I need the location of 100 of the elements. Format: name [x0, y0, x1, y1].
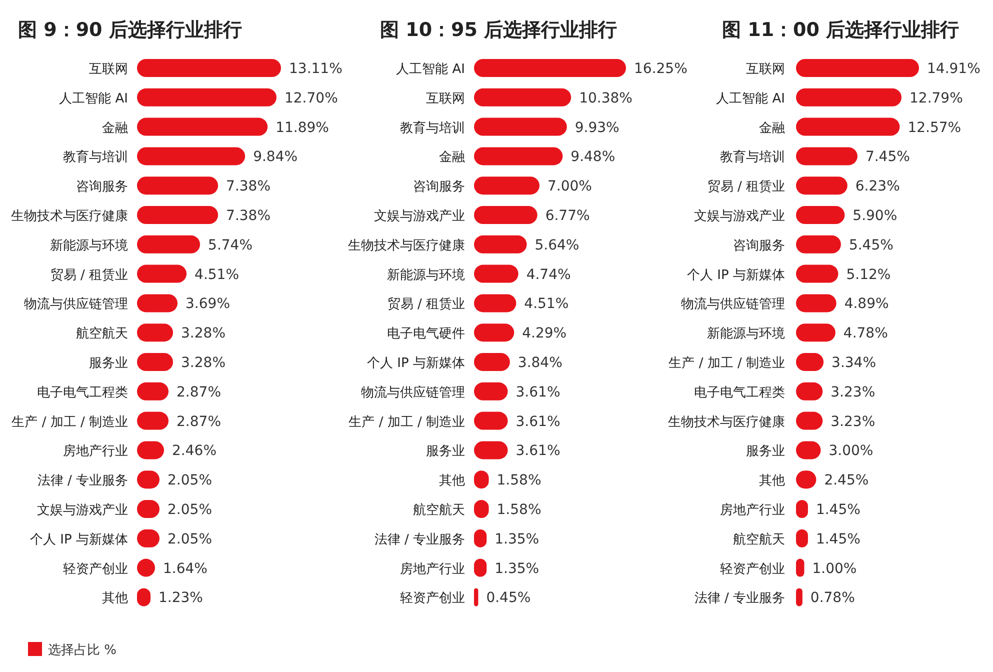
data-label: 3.61% [516, 414, 560, 430]
bar [474, 294, 516, 312]
chart-title: 图 10：95 后选择行业排行 [380, 19, 618, 41]
y-tick-label: 文娱与游戏产业 [374, 209, 465, 224]
data-label: 4.78% [843, 326, 888, 342]
y-tick-label: 其他 [439, 474, 465, 489]
data-label: 7.00% [547, 178, 592, 195]
bar [796, 176, 848, 195]
data-label: 6.77% [545, 208, 590, 224]
bar [796, 588, 802, 606]
y-tick-label: 生物技术与医疗健康 [348, 238, 465, 254]
data-label: 2.87% [176, 414, 222, 430]
y-tick-label: 轻资产创业 [400, 591, 465, 606]
data-label: 2.05% [168, 502, 212, 518]
bar [137, 235, 200, 254]
data-label: 4.89% [844, 296, 889, 312]
y-tick-label: 个人 IP 与新媒体 [687, 268, 785, 283]
y-tick-label: 电子电气工程类 [694, 385, 785, 400]
data-label: 12.57% [908, 120, 962, 136]
data-label: 1.45% [816, 502, 860, 518]
bar [137, 264, 187, 283]
y-tick-label: 房地产行业 [720, 502, 785, 518]
data-label: 12.79% [910, 90, 963, 106]
y-tick-label: 服务业 [746, 444, 785, 460]
y-tick-label: 教育与培训 [400, 120, 465, 136]
data-label: 3.69% [186, 296, 230, 312]
y-tick-label: 轻资产创业 [720, 562, 785, 577]
bar [796, 324, 836, 342]
bar [137, 59, 281, 77]
data-label: 4.51% [524, 296, 569, 312]
bar [796, 147, 858, 166]
y-tick-label: 人工智能 AI [59, 91, 128, 106]
y-tick-label: 教育与培训 [63, 149, 128, 166]
data-label: 12.70% [284, 90, 338, 106]
data-label: 13.11% [289, 61, 342, 77]
y-tick-label: 新能源与环境 [387, 266, 465, 283]
bar [796, 235, 841, 254]
y-tick-label: 航空航天 [733, 532, 785, 548]
y-tick-label: 法律 / 专业服务 [374, 532, 465, 548]
bar [137, 118, 268, 136]
data-label: 5.74% [208, 237, 253, 254]
y-tick-label: 互联网 [746, 62, 785, 77]
data-label: 1.00% [812, 560, 857, 577]
data-label: 7.45% [865, 149, 910, 166]
y-tick-label: 金融 [759, 120, 785, 136]
y-tick-label: 教育与培训 [720, 149, 785, 166]
y-tick-label: 生产 / 加工 / 制造业 [348, 414, 465, 430]
data-label: 3.23% [830, 414, 876, 430]
chart-title: 图 11：00 后选择行业排行 [722, 19, 960, 41]
bar [137, 206, 218, 224]
y-tick-label: 人工智能 AI [396, 62, 465, 77]
bar [796, 118, 900, 136]
y-tick-label: 贸易 / 租赁业 [387, 297, 465, 312]
data-label: 2.46% [172, 443, 217, 460]
y-tick-label: 咨询服务 [733, 238, 785, 254]
y-tick-label: 生物技术与医疗健康 [11, 209, 128, 224]
data-label: 6.23% [855, 178, 900, 195]
bar [474, 206, 538, 224]
bar [796, 206, 845, 224]
data-label: 3.23% [830, 384, 876, 400]
bar [474, 324, 514, 342]
data-label: 9.48% [570, 149, 616, 166]
data-label: 4.74% [526, 266, 571, 283]
data-label: 9.93% [574, 120, 620, 136]
data-label: 3.28% [181, 326, 226, 342]
bar [474, 235, 527, 254]
y-tick-label: 电子电气硬件 [387, 326, 465, 342]
bar [796, 59, 919, 77]
bar [137, 88, 276, 106]
y-tick-label: 生产 / 加工 / 制造业 [12, 414, 128, 430]
data-label: 3.28% [181, 355, 226, 371]
data-label: 1.58% [496, 472, 542, 489]
data-label: 1.58% [496, 502, 542, 518]
y-tick-label: 轻资产创业 [63, 562, 128, 577]
data-label: 3.61% [516, 384, 560, 400]
bar [137, 294, 178, 312]
bar [474, 118, 567, 136]
y-tick-label: 生产 / 加工 / 制造业 [668, 356, 785, 371]
bar [474, 176, 540, 195]
y-tick-label: 互联网 [426, 91, 465, 106]
y-tick-label: 文娱与游戏产业 [694, 209, 785, 224]
y-tick-label: 法律 / 专业服务 [694, 591, 785, 606]
bar [474, 588, 478, 606]
data-label: 7.38% [226, 208, 271, 224]
y-tick-label: 房地产行业 [63, 443, 128, 460]
data-label: 3.84% [518, 355, 562, 371]
bar [474, 88, 572, 106]
y-tick-label: 金融 [439, 150, 465, 166]
y-tick-label: 贸易 / 租赁业 [707, 180, 785, 195]
data-label: 3.34% [832, 355, 876, 371]
bar [796, 264, 838, 283]
y-tick-label: 法律 / 专业服务 [37, 474, 128, 489]
y-tick-label: 文娱与游戏产业 [37, 503, 128, 518]
y-tick-label: 航空航天 [413, 503, 465, 518]
data-label: 3.61% [516, 443, 560, 460]
bar [137, 176, 218, 195]
data-label: 4.51% [194, 266, 240, 283]
y-tick-label: 贸易 / 租赁业 [50, 268, 128, 283]
y-tick-label: 新能源与环境 [50, 237, 128, 254]
chart-title: 图 9：90 后选择行业排行 [18, 19, 242, 41]
